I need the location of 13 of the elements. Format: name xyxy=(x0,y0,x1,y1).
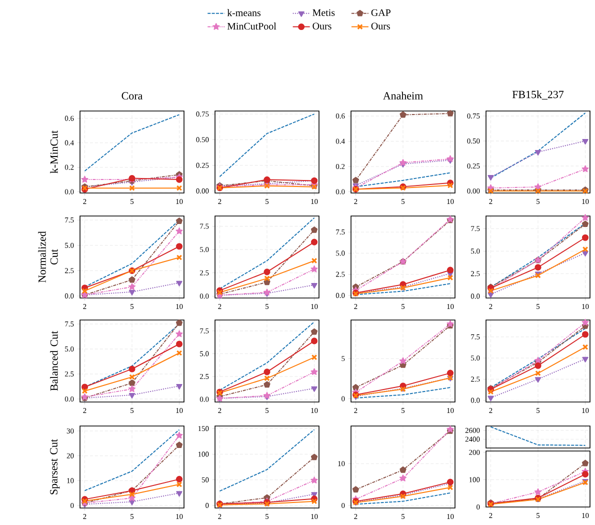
chart-title: Anaheim xyxy=(383,92,423,100)
y-axis-title: Sparsest Cut xyxy=(50,439,60,494)
legend-label: k-means xyxy=(227,9,261,16)
y-axis-title: Balanced Cut xyxy=(50,330,58,391)
y-axis-title: k-MinCut xyxy=(50,130,58,174)
chart-title: Cora xyxy=(122,92,143,100)
chart-title: FB15k_237 xyxy=(512,90,564,100)
legend-label: Metis xyxy=(312,9,335,16)
legend-label: GAP xyxy=(371,9,390,16)
legend-label: Ours xyxy=(371,22,390,30)
legend-label: Ours xyxy=(312,22,332,30)
y-axis-title: Normalized Cut xyxy=(38,231,58,283)
legend-label: MinCutPool xyxy=(227,22,276,30)
